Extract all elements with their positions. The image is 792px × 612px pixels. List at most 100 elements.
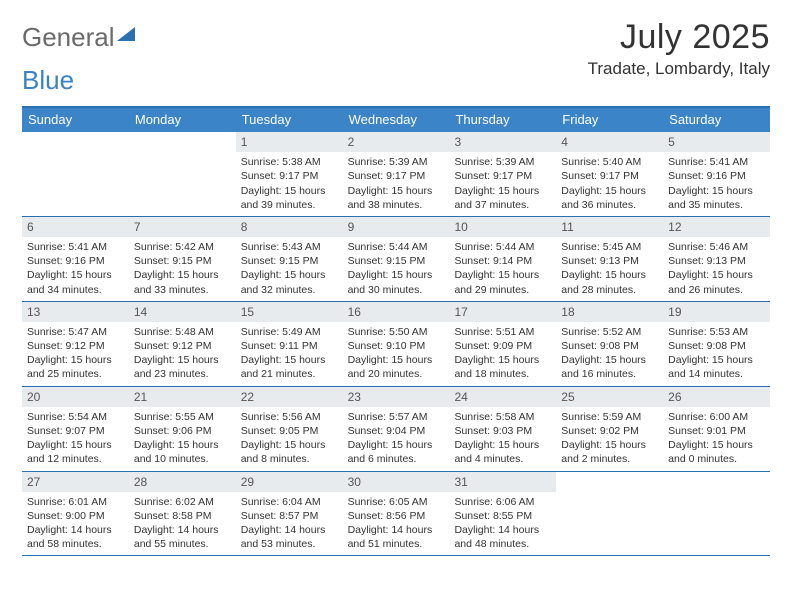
calendar: Sunday Monday Tuesday Wednesday Thursday… (22, 106, 770, 556)
day-number: 31 (449, 472, 556, 492)
sunset-text: Sunset: 9:06 PM (134, 424, 231, 438)
calendar-cell: 27Sunrise: 6:01 AMSunset: 9:00 PMDayligh… (22, 472, 129, 556)
daylight-text: Daylight: 15 hours and 2 minutes. (561, 438, 658, 466)
day-number: 2 (343, 132, 450, 152)
day-number: 6 (22, 217, 129, 237)
day-details: Sunrise: 5:51 AMSunset: 9:09 PMDaylight:… (449, 322, 556, 386)
day-number: 9 (343, 217, 450, 237)
calendar-cell: 1Sunrise: 5:38 AMSunset: 9:17 PMDaylight… (236, 132, 343, 216)
daylight-text: Daylight: 15 hours and 16 minutes. (561, 353, 658, 381)
sunrise-text: Sunrise: 5:42 AM (134, 240, 231, 254)
sunset-text: Sunset: 9:03 PM (454, 424, 551, 438)
daylight-text: Daylight: 15 hours and 18 minutes. (454, 353, 551, 381)
day-details: Sunrise: 5:52 AMSunset: 9:08 PMDaylight:… (556, 322, 663, 386)
calendar-cell: 16Sunrise: 5:50 AMSunset: 9:10 PMDayligh… (343, 302, 450, 386)
sunrise-text: Sunrise: 5:52 AM (561, 325, 658, 339)
day-details: Sunrise: 6:06 AMSunset: 8:55 PMDaylight:… (449, 492, 556, 556)
daylight-text: Daylight: 15 hours and 28 minutes. (561, 268, 658, 296)
daylight-text: Daylight: 14 hours and 58 minutes. (27, 523, 124, 551)
daylight-text: Daylight: 15 hours and 10 minutes. (134, 438, 231, 466)
calendar-cell: 15Sunrise: 5:49 AMSunset: 9:11 PMDayligh… (236, 302, 343, 386)
day-details: Sunrise: 5:44 AMSunset: 9:15 PMDaylight:… (343, 237, 450, 301)
sunrise-text: Sunrise: 5:40 AM (561, 155, 658, 169)
calendar-cell: 25Sunrise: 5:59 AMSunset: 9:02 PMDayligh… (556, 387, 663, 471)
calendar-cell: 22Sunrise: 5:56 AMSunset: 9:05 PMDayligh… (236, 387, 343, 471)
calendar-week: 6 Sunrise: 5:41 AMSunset: 9:16 PM Daylight… (22, 217, 770, 302)
day-number: 16 (343, 302, 450, 322)
day-number: 19 (663, 302, 770, 322)
day-number: 11 (556, 217, 663, 237)
sunrise-text: Sunrise: 5:41 AM (27, 240, 124, 254)
day-number: 29 (236, 472, 343, 492)
day-details: Sunrise: 5:40 AMSunset: 9:17 PMDaylight:… (556, 152, 663, 216)
sunset-text: Sunset: 9:11 PM (241, 339, 338, 353)
sunset-text: Sunset: 9:12 PM (27, 339, 124, 353)
day-details: Sunrise: 5:49 AMSunset: 9:11 PMDaylight:… (236, 322, 343, 386)
calendar-page: General July 2025 Tradate, Lombardy, Ita… (0, 0, 792, 566)
sunset-text: Sunset: 9:00 PM (27, 509, 124, 523)
calendar-cell: 6Sunrise: 5:41 AMSunset: 9:16 PMDaylight… (22, 217, 129, 301)
daylight-text: Daylight: 15 hours and 30 minutes. (348, 268, 445, 296)
calendar-cell: 10Sunrise: 5:44 AMSunset: 9:14 PMDayligh… (449, 217, 556, 301)
sunset-text: Sunset: 9:05 PM (241, 424, 338, 438)
day-number: 23 (343, 387, 450, 407)
daylight-text: Daylight: 14 hours and 51 minutes. (348, 523, 445, 551)
day-number: 21 (129, 387, 236, 407)
month-title: July 2025 (588, 18, 770, 57)
sunset-text: Sunset: 9:15 PM (348, 254, 445, 268)
day-details: Sunrise: 6:01 AMSunset: 9:00 PMDaylight:… (22, 492, 129, 556)
sunset-text: Sunset: 9:14 PM (454, 254, 551, 268)
sunrise-text: Sunrise: 5:50 AM (348, 325, 445, 339)
day-details: Sunrise: 5:38 AMSunset: 9:17 PMDaylight:… (236, 152, 343, 216)
sunrise-text: Sunrise: 6:06 AM (454, 495, 551, 509)
day-number: 17 (449, 302, 556, 322)
calendar-cell: 11Sunrise: 5:45 AMSunset: 9:13 PMDayligh… (556, 217, 663, 301)
sunset-text: Sunset: 9:12 PM (134, 339, 231, 353)
sunrise-text: Sunrise: 6:00 AM (668, 410, 765, 424)
day-number: 4 (556, 132, 663, 152)
day-number: 12 (663, 217, 770, 237)
daylight-text: Daylight: 15 hours and 35 minutes. (668, 184, 765, 212)
day-number: 28 (129, 472, 236, 492)
weekday-header: Sunday Monday Tuesday Wednesday Thursday… (22, 108, 770, 132)
calendar-cell: 24Sunrise: 5:58 AMSunset: 9:03 PMDayligh… (449, 387, 556, 471)
sunset-text: Sunset: 9:02 PM (561, 424, 658, 438)
day-details: Sunrise: 5:56 AMSunset: 9:05 PMDaylight:… (236, 407, 343, 471)
weekday-col: Friday (556, 108, 663, 132)
sunrise-text: Sunrise: 5:38 AM (241, 155, 338, 169)
day-number: 1 (236, 132, 343, 152)
day-number: 27 (22, 472, 129, 492)
sunset-text: Sunset: 9:01 PM (668, 424, 765, 438)
day-details: Sunrise: 5:44 AMSunset: 9:14 PMDaylight:… (449, 237, 556, 301)
day-details: Sunrise: 5:39 AMSunset: 9:17 PMDaylight:… (449, 152, 556, 216)
calendar-cell: 13Sunrise: 5:47 AMSunset: 9:12 PMDayligh… (22, 302, 129, 386)
day-number: 14 (129, 302, 236, 322)
daylight-text: Daylight: 15 hours and 25 minutes. (27, 353, 124, 381)
daylight-text: Daylight: 15 hours and 29 minutes. (454, 268, 551, 296)
calendar-week: 1Sunrise: 5:38 AMSunset: 9:17 PMDaylight… (22, 132, 770, 217)
day-number: 20 (22, 387, 129, 407)
weekday-col: Sunday (22, 108, 129, 132)
sunrise-text: Sunrise: 5:51 AM (454, 325, 551, 339)
sunset-text: Sunset: 9:16 PM (27, 254, 124, 268)
sunset-text: Sunset: 9:10 PM (348, 339, 445, 353)
sunset-text: Sunset: 9:17 PM (561, 169, 658, 183)
calendar-cell: 7Sunrise: 5:42 AMSunset: 9:15 PMDaylight… (129, 217, 236, 301)
day-number: 3 (449, 132, 556, 152)
day-number: 18 (556, 302, 663, 322)
calendar-cell: 4Sunrise: 5:40 AMSunset: 9:17 PMDaylight… (556, 132, 663, 216)
calendar-cell: 26Sunrise: 6:00 AMSunset: 9:01 PMDayligh… (663, 387, 770, 471)
daylight-text: Daylight: 14 hours and 55 minutes. (134, 523, 231, 551)
location-label: Tradate, Lombardy, Italy (588, 59, 770, 79)
daylight-text: Daylight: 15 hours and 12 minutes. (27, 438, 124, 466)
sunrise-text: Sunrise: 6:01 AM (27, 495, 124, 509)
sunrise-text: Sunrise: 5:43 AM (241, 240, 338, 254)
sunrise-text: Sunrise: 5:56 AM (241, 410, 338, 424)
day-details: Sunrise: 5:53 AMSunset: 9:08 PMDaylight:… (663, 322, 770, 386)
day-number: 10 (449, 217, 556, 237)
sunset-text: Sunset: 9:13 PM (668, 254, 765, 268)
sunrise-text: Sunrise: 5:41 AM (668, 155, 765, 169)
sunrise-text: Sunrise: 6:04 AM (241, 495, 338, 509)
day-number: 25 (556, 387, 663, 407)
sunset-text: Sunset: 9:17 PM (241, 169, 338, 183)
